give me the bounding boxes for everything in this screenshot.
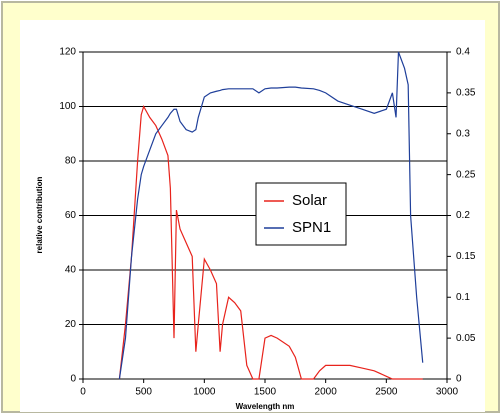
y-tick-label: 40 xyxy=(65,265,77,276)
legend-label: SPN1 xyxy=(292,219,331,236)
series-line xyxy=(118,104,423,380)
y-tick-label: 120 xyxy=(59,47,76,58)
x-tick-label: 500 xyxy=(135,387,152,398)
y2-tick-label: 0.2 xyxy=(456,210,470,221)
y2-tick-label: 0.05 xyxy=(456,333,476,344)
y2-tick-label: 0.35 xyxy=(456,88,476,99)
x-tick-label: 0 xyxy=(80,387,86,398)
y2-tick-label: 0.25 xyxy=(456,169,476,180)
series-line xyxy=(118,51,424,380)
y-axis-label: relative contribution xyxy=(35,176,44,253)
x-tick-label: 1000 xyxy=(193,387,216,398)
legend-box xyxy=(255,182,347,246)
y2-tick-label: 0.15 xyxy=(456,251,476,262)
x-tick-label: 2000 xyxy=(315,387,338,398)
y2-tick-label: 0.4 xyxy=(456,47,470,58)
y2-tick-label: 0.1 xyxy=(456,292,470,303)
x-tick-label: 2500 xyxy=(375,387,398,398)
y-tick-label: 60 xyxy=(65,210,77,221)
y-tick-label: 20 xyxy=(65,319,77,330)
y2-tick-label: 0 xyxy=(456,374,462,385)
y-tick-label: 0 xyxy=(70,374,76,385)
legend-label: Solar xyxy=(292,192,327,209)
x-tick-label: 3000 xyxy=(436,387,459,398)
x-tick-label: 1500 xyxy=(254,387,277,398)
y-tick-label: 100 xyxy=(59,101,76,112)
y-tick-label: 80 xyxy=(65,156,77,167)
x-axis-label: Wavelength nm xyxy=(236,402,295,411)
y2-tick-label: 0.3 xyxy=(456,128,470,139)
